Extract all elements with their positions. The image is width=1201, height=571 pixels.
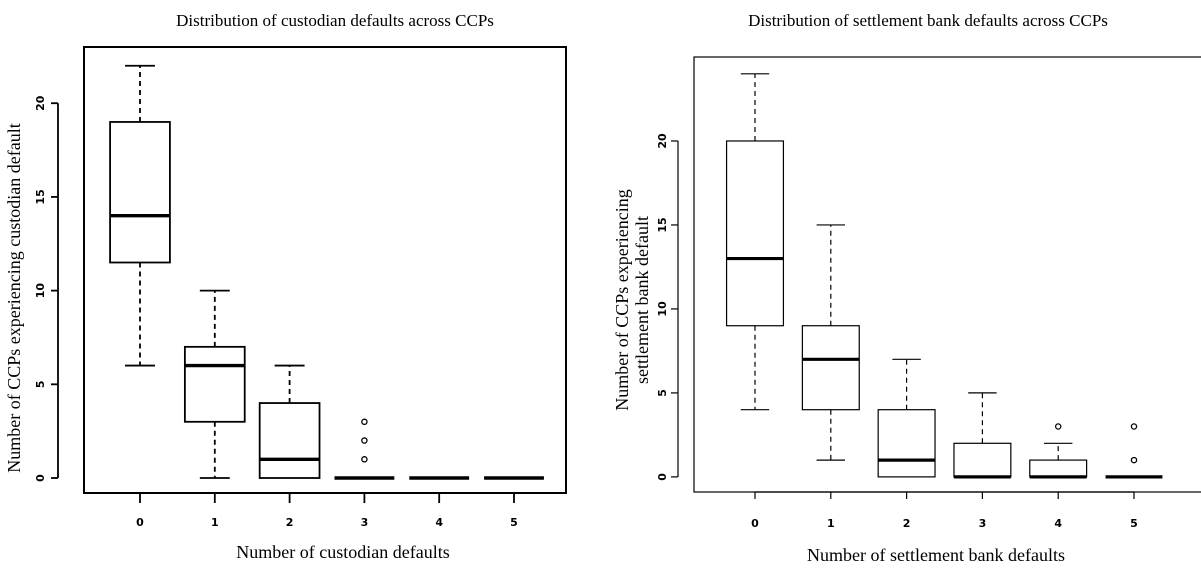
x-tick-label: 1: [827, 517, 835, 530]
box-series: [109, 64, 544, 480]
y-axis: 0 5 10 15 20: [34, 95, 59, 482]
iqr-box: [109, 121, 171, 264]
y-tick-label: 15: [34, 189, 47, 204]
iqr-box: [801, 325, 860, 411]
y-tick-label: 5: [656, 389, 669, 397]
x-axis: 0 1 2 3 4 5: [751, 491, 1138, 530]
y-tick-label: 0: [656, 473, 669, 481]
x-tick-label: 5: [1130, 517, 1138, 530]
chart-title: Distribution of settlement bank defaults…: [748, 11, 1108, 30]
y-tick-label: 15: [656, 217, 669, 232]
box-series: [725, 73, 1163, 479]
y-axis-title-line1: Number of CCPs experiencing: [612, 189, 632, 410]
iqr-box: [1029, 459, 1088, 478]
y-tick-label: 20: [34, 95, 47, 111]
box-0: [725, 73, 785, 411]
box-5: [1105, 423, 1163, 479]
box-2: [877, 358, 936, 478]
box-0: [109, 64, 171, 367]
y-axis-title-line2: settlement bank default: [632, 216, 652, 384]
iqr-box: [877, 409, 936, 478]
outlier-point: [1130, 423, 1138, 430]
y-tick-label: 5: [34, 380, 47, 388]
y-axis-title: Number of CCPs experiencing custodian de…: [4, 123, 24, 472]
x-tick-label: 2: [903, 517, 911, 530]
x-tick-label: 4: [435, 516, 443, 529]
x-axis-title: Number of settlement bank defaults: [807, 545, 1065, 565]
box-1: [801, 224, 860, 461]
settlement-bank-chart: Distribution of settlement bank defaults…: [612, 11, 1201, 565]
iqr-box: [953, 442, 1012, 478]
x-axis: 0 1 2 3 4 5: [136, 492, 518, 529]
custodian-chart: Distribution of custodian defaults acros…: [4, 11, 567, 562]
outlier-point: [361, 456, 368, 463]
y-axis: 0 5 10 15 20: [656, 133, 679, 481]
chart-title: Distribution of custodian defaults acros…: [176, 11, 494, 30]
iqr-box: [258, 402, 321, 479]
x-tick-label: 1: [211, 516, 219, 529]
x-axis-title: Number of custodian defaults: [236, 542, 449, 562]
x-tick-label: 3: [361, 516, 369, 529]
box-3: [953, 392, 1012, 479]
x-tick-label: 3: [979, 517, 987, 530]
y-tick-label: 0: [34, 474, 47, 482]
box-3: [334, 418, 395, 480]
x-tick-label: 5: [510, 516, 518, 529]
box-2: [258, 364, 321, 479]
x-tick-label: 0: [136, 516, 144, 529]
outlier-point: [1130, 456, 1138, 464]
box-4: [1029, 423, 1088, 479]
iqr-box: [183, 345, 246, 423]
outlier-point: [1054, 423, 1062, 430]
plot-frame: [83, 46, 567, 494]
y-tick-label: 10: [34, 283, 47, 299]
iqr-box: [725, 140, 785, 327]
outlier-point: [361, 418, 368, 426]
x-tick-label: 4: [1054, 517, 1062, 530]
x-tick-label: 0: [751, 517, 759, 530]
y-tick-label: 20: [656, 133, 669, 149]
plot-frame: [693, 56, 1201, 493]
outlier-point: [361, 437, 368, 444]
y-tick-label: 10: [656, 301, 669, 317]
x-tick-label: 2: [286, 516, 294, 529]
box-1: [183, 289, 246, 479]
